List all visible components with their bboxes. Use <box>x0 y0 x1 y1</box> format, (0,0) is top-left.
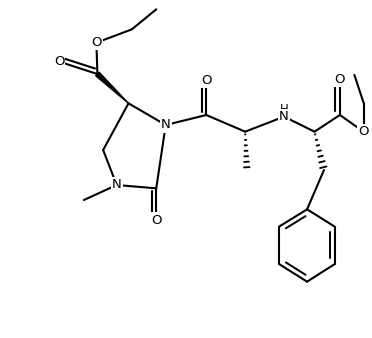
Text: N: N <box>161 119 171 131</box>
Text: O: O <box>91 36 102 49</box>
Text: N: N <box>279 110 289 123</box>
Polygon shape <box>96 72 128 103</box>
Text: N: N <box>112 178 122 192</box>
Text: O: O <box>151 214 161 226</box>
Text: O: O <box>335 73 345 86</box>
Text: H: H <box>280 103 288 116</box>
Text: O: O <box>201 73 212 87</box>
Text: O: O <box>54 55 64 68</box>
Text: O: O <box>358 125 369 138</box>
